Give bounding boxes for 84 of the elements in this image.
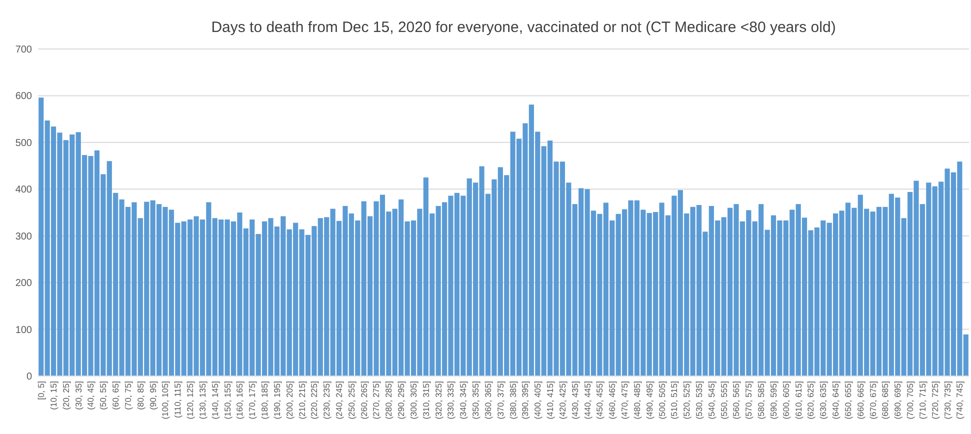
x-tick-label: (490, 495] [644, 381, 654, 420]
x-tick-label: (590, 595] [768, 381, 778, 420]
x-tick-label: (450, 455] [594, 381, 605, 420]
x-tick-label: (420, 425] [557, 381, 568, 420]
x-tick-label: (80, 85] [135, 381, 146, 410]
x-tick-label: (690, 695] [892, 381, 903, 420]
x-tick-label: (720, 725] [930, 381, 940, 420]
x-tick-label: (530, 535] [694, 381, 704, 420]
x-tick-label: (480, 485] [632, 381, 642, 420]
x-tick-label: (600, 605] [780, 381, 791, 420]
y-tick-label: 700 [15, 44, 32, 56]
x-tick-label: (560, 565] [731, 381, 742, 420]
x-tick-label: (340, 345] [458, 381, 468, 420]
x-tick-label: (520, 525] [682, 381, 692, 420]
y-tick-label: 600 [15, 91, 32, 102]
x-tick-label: (180, 185] [260, 381, 270, 420]
x-tick-label: (460, 465] [607, 381, 618, 420]
x-tick-label: (220, 225] [309, 381, 320, 420]
y-tick-label: 100 [15, 324, 32, 336]
x-tick-label: (280, 285] [384, 381, 394, 420]
x-tick-label: (270, 275] [371, 381, 382, 420]
x-tick-label: (50, 55] [98, 381, 108, 410]
x-tick-label: (350, 355] [470, 381, 481, 420]
x-tick-label: (130, 135] [197, 381, 208, 420]
x-tick-label: (700, 705] [905, 381, 916, 420]
x-tick-label: (40, 45] [86, 381, 96, 410]
x-tick-label: (60, 65] [110, 381, 121, 410]
x-tick-label: (550, 555] [718, 381, 729, 420]
x-tick-label: (380, 385] [508, 381, 518, 420]
x-tick-label: (610, 615] [793, 381, 804, 420]
x-tick-label: (630, 635] [818, 381, 828, 420]
x-tick-label: (440, 445] [582, 381, 592, 420]
x-tick-label: (470, 475] [620, 381, 630, 420]
x-tick-label: (510, 515] [669, 381, 680, 420]
x-tick-label: (200, 205] [284, 381, 294, 420]
x-tick-label: (680, 685] [880, 381, 890, 420]
x-tick-label: (710, 715] [917, 381, 928, 420]
x-tick-label: (110, 115] [172, 381, 183, 418]
y-tick-label: 400 [15, 184, 32, 196]
x-tick-label: (100, 105] [160, 381, 170, 420]
x-tick-label: (170, 175] [247, 381, 258, 420]
x-tick-label: (90, 95] [148, 381, 158, 410]
x-tick-label: (150, 155] [222, 381, 232, 420]
y-tick-label: 200 [15, 278, 32, 290]
x-tick-label: (160, 165] [234, 381, 245, 420]
x-tick-label: (30, 35] [73, 381, 84, 410]
x-tick-label: (740, 745] [954, 381, 965, 420]
x-tick-label: (290, 295] [396, 381, 406, 420]
x-tick-label: (430, 435] [570, 381, 580, 420]
x-tick-label: (400, 405] [532, 381, 543, 420]
x-tick-label: (620, 625] [806, 381, 816, 420]
x-tick-label: (580, 585] [756, 381, 766, 420]
x-tick-label: (120, 125] [185, 381, 196, 420]
x-tick-label: (670, 675] [868, 381, 878, 420]
x-tick-label: (260, 265] [358, 381, 369, 420]
x-tick-label: (190, 195] [272, 381, 282, 420]
x-tick-label: (250, 255] [346, 381, 356, 420]
x-tick-label: (140, 145] [210, 381, 220, 420]
x-tick-label: (330, 335] [446, 381, 456, 420]
y-tick-label: 0 [26, 372, 32, 382]
x-tick-label: (370, 375] [495, 381, 506, 420]
x-tick-label: (640, 645] [830, 381, 841, 420]
x-tick-label: (320, 325] [433, 381, 444, 420]
x-tick-label: (300, 305] [408, 381, 418, 420]
x-tick-label: (570, 575] [744, 381, 754, 420]
y-tick-label: 500 [15, 138, 32, 149]
x-tick-label: (390, 395] [520, 381, 530, 420]
x-tick-label: (500, 505] [656, 381, 667, 420]
x-tick-label: (70, 75] [122, 381, 133, 410]
chart-title: Days to death from Dec 15, 2020 for everyone, vaccinated or not (CT Medicare <80 years old) [211, 19, 836, 36]
x-tick-label: (210, 215] [296, 381, 307, 420]
x-tick-label: [0, 5] [36, 381, 46, 400]
x-tick-label: (240, 245] [334, 381, 344, 420]
x-tick-label: (10, 15] [48, 381, 58, 410]
y-tick-label: 300 [15, 231, 32, 242]
x-tick-label: (230, 235] [322, 381, 332, 420]
x-tick-label: (660, 665] [855, 381, 866, 420]
x-tick-label: (20, 25] [60, 381, 71, 410]
x-tick-label: (310, 315] [420, 381, 431, 420]
x-tick-label: (730, 735] [942, 381, 952, 420]
x-tick-label: (540, 545] [706, 381, 716, 420]
x-tick-label: (410, 415] [545, 381, 556, 420]
x-tick-label: (650, 655] [842, 381, 853, 420]
x-tick-label: (360, 365] [482, 381, 493, 420]
